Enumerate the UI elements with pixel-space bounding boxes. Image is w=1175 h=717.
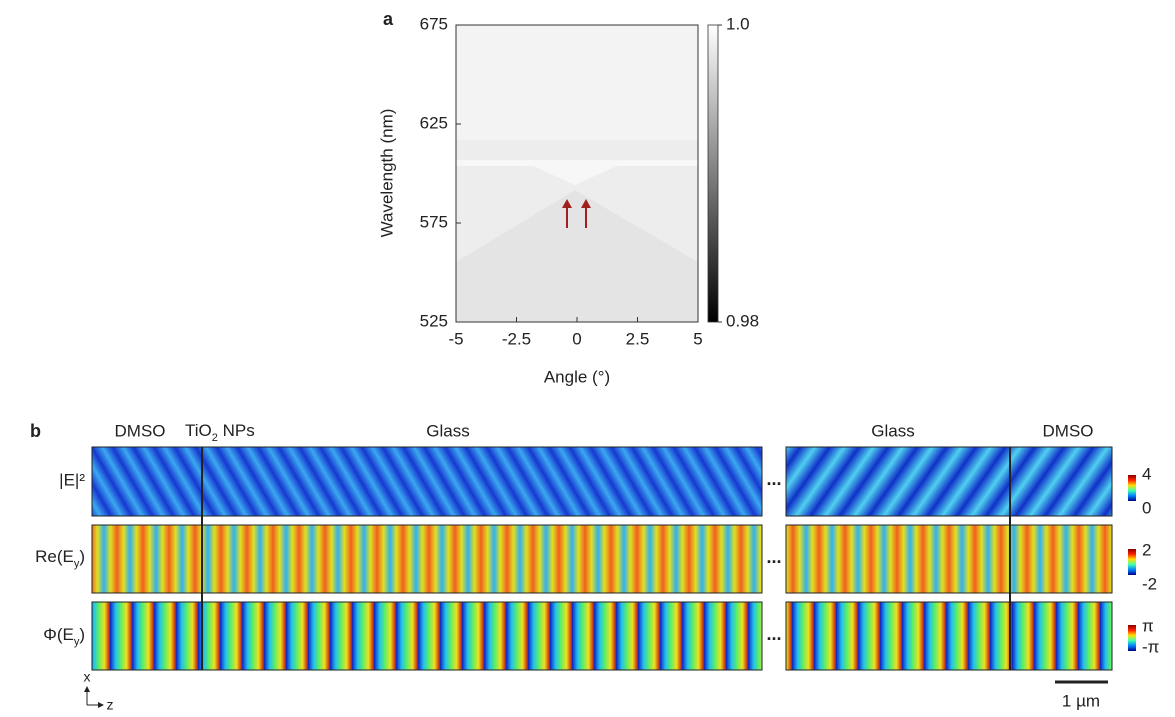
region-label: Glass: [426, 421, 469, 440]
x-tick-label: -5: [448, 329, 463, 348]
colorbar-tick: -2: [1142, 574, 1157, 593]
x-tick-label: -2.5: [502, 329, 531, 348]
panel-label: a: [383, 9, 394, 29]
scale-bar-label: 1 µm: [1062, 691, 1100, 710]
region-label: TiO2 NPs: [185, 421, 255, 443]
y-tick-label: 575: [420, 212, 448, 231]
y-tick-label: 675: [420, 14, 448, 33]
ellipsis: ...: [766, 547, 781, 567]
row-label: Re(Ey): [35, 547, 85, 569]
colorbar-tick: -π: [1142, 637, 1159, 656]
y-axis-label: Wavelength (nm): [377, 109, 396, 238]
x-tick-label: 2.5: [626, 329, 650, 348]
heatmap-image: [455, 24, 699, 323]
field-maps: [84, 446, 1136, 708]
panel-label: b: [30, 421, 41, 441]
region-label: Glass: [871, 421, 914, 440]
colorbar-tick: 0: [1142, 498, 1151, 517]
region-label: DMSO: [115, 421, 166, 440]
y-tick-label: 525: [420, 311, 448, 330]
ellipsis: ...: [766, 624, 781, 644]
arrows: [562, 199, 591, 228]
colorbar-tick-label: 1.0: [726, 14, 750, 33]
region-label: DMSO: [1043, 421, 1094, 440]
y-tick-label: 625: [420, 113, 448, 132]
colorbar-tick: 4: [1142, 464, 1151, 483]
colorbar-tick: π: [1142, 616, 1154, 635]
axis-z: z: [107, 697, 114, 713]
x-axis-label: Angle (°): [544, 367, 610, 386]
colorbar-tick: 2: [1142, 540, 1151, 559]
axis-x: x: [84, 669, 91, 685]
x-tick-label: 5: [693, 329, 702, 348]
colorbar: [707, 24, 719, 323]
colorbar-tick-label: 0.98: [726, 311, 759, 330]
row-label: Φ(Ey): [43, 625, 85, 647]
row-label: |E|²: [59, 470, 85, 489]
x-tick-label: 0: [572, 329, 581, 348]
ellipsis: ...: [766, 469, 781, 489]
